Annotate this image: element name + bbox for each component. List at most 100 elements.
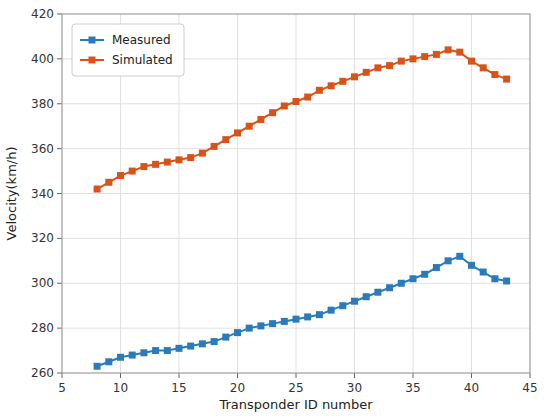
series-marker (328, 307, 335, 314)
series-marker (222, 136, 229, 143)
series-marker (257, 322, 264, 329)
series-marker (269, 109, 276, 116)
series-marker (211, 338, 218, 345)
y-grid-line (62, 238, 530, 239)
legend: MeasuredSimulated (72, 24, 184, 76)
series-marker (386, 284, 393, 291)
legend-marker (89, 37, 96, 44)
y-tick (57, 283, 62, 284)
series-marker (152, 161, 159, 168)
series-marker (269, 320, 276, 327)
series-marker (164, 159, 171, 166)
y-tick-label: 300 (31, 276, 54, 290)
y-grid-line (62, 328, 530, 329)
y-tick-label: 400 (31, 52, 54, 66)
x-tick (530, 373, 531, 378)
grid (62, 14, 530, 373)
series-marker (117, 354, 124, 361)
series-marker (129, 352, 136, 359)
series-marker (445, 46, 452, 53)
series-marker (140, 163, 147, 170)
series-marker (293, 316, 300, 323)
series-marker (105, 358, 112, 365)
y-tick-label: 420 (31, 7, 54, 21)
series-marker (468, 58, 475, 65)
series-marker (293, 98, 300, 105)
y-tick (57, 58, 62, 59)
series-marker (281, 102, 288, 109)
series-marker (234, 329, 241, 336)
y-tick (57, 328, 62, 329)
y-tick-label: 260 (31, 366, 54, 380)
x-tick-label: 15 (171, 381, 186, 395)
x-tick-label: 30 (347, 381, 362, 395)
series-marker (421, 271, 428, 278)
series-marker (316, 311, 323, 318)
series-marker (152, 347, 159, 354)
series-marker (246, 325, 253, 332)
series-marker (339, 302, 346, 309)
series-marker (176, 345, 183, 352)
series-marker (328, 82, 335, 89)
series-marker (363, 293, 370, 300)
series-marker (374, 64, 381, 71)
x-tick (62, 373, 63, 378)
x-tick-label: 20 (230, 381, 245, 395)
series-marker (94, 186, 101, 193)
series-marker (386, 62, 393, 69)
chart: 5101520253035404526028030032034036038040… (0, 0, 548, 419)
series-line (97, 256, 507, 366)
series-marker (433, 51, 440, 58)
series-marker (503, 278, 510, 285)
series-marker (410, 55, 417, 62)
y-tick (57, 193, 62, 194)
series-marker (94, 363, 101, 370)
x-tick-label: 25 (288, 381, 303, 395)
series-marker (410, 275, 417, 282)
series-marker (246, 123, 253, 130)
y-tick (57, 148, 62, 149)
x-tick (237, 373, 238, 378)
series-marker (316, 87, 323, 94)
y-tick (57, 373, 62, 374)
series-marker (234, 129, 241, 136)
series-marker (129, 168, 136, 175)
y-tick-label: 340 (31, 187, 54, 201)
x-tick (413, 373, 414, 378)
series-marker (363, 69, 370, 76)
x-tick (179, 373, 180, 378)
y-tick-label: 380 (31, 97, 54, 111)
y-tick (57, 103, 62, 104)
y-grid-line (62, 148, 530, 149)
series-marker (433, 264, 440, 271)
series-marker (491, 71, 498, 78)
x-tick (471, 373, 472, 378)
series-marker (351, 73, 358, 80)
legend-marker (89, 57, 96, 64)
y-tick (57, 238, 62, 239)
y-axis-label: Velocity(km/h) (4, 147, 19, 241)
y-tick-label: 360 (31, 142, 54, 156)
series-marker (468, 262, 475, 269)
x-tick-label: 10 (113, 381, 128, 395)
series-marker (421, 53, 428, 60)
x-tick-label: 5 (58, 381, 66, 395)
series-marker (503, 76, 510, 83)
x-axis-label: Transponder ID number (218, 397, 373, 412)
y-grid-line (62, 193, 530, 194)
series-marker (304, 94, 311, 101)
series-marker (187, 154, 194, 161)
series-marker (176, 156, 183, 163)
legend-box (72, 24, 184, 76)
series-marker (257, 116, 264, 123)
x-tick-label: 45 (522, 381, 537, 395)
y-tick (57, 14, 62, 15)
series-marker (456, 49, 463, 56)
y-tick-label: 320 (31, 231, 54, 245)
series-marker (304, 313, 311, 320)
x-tick (354, 373, 355, 378)
series-marker (374, 289, 381, 296)
legend-label: Simulated (112, 53, 173, 67)
series-marker (339, 78, 346, 85)
series-marker (456, 253, 463, 260)
